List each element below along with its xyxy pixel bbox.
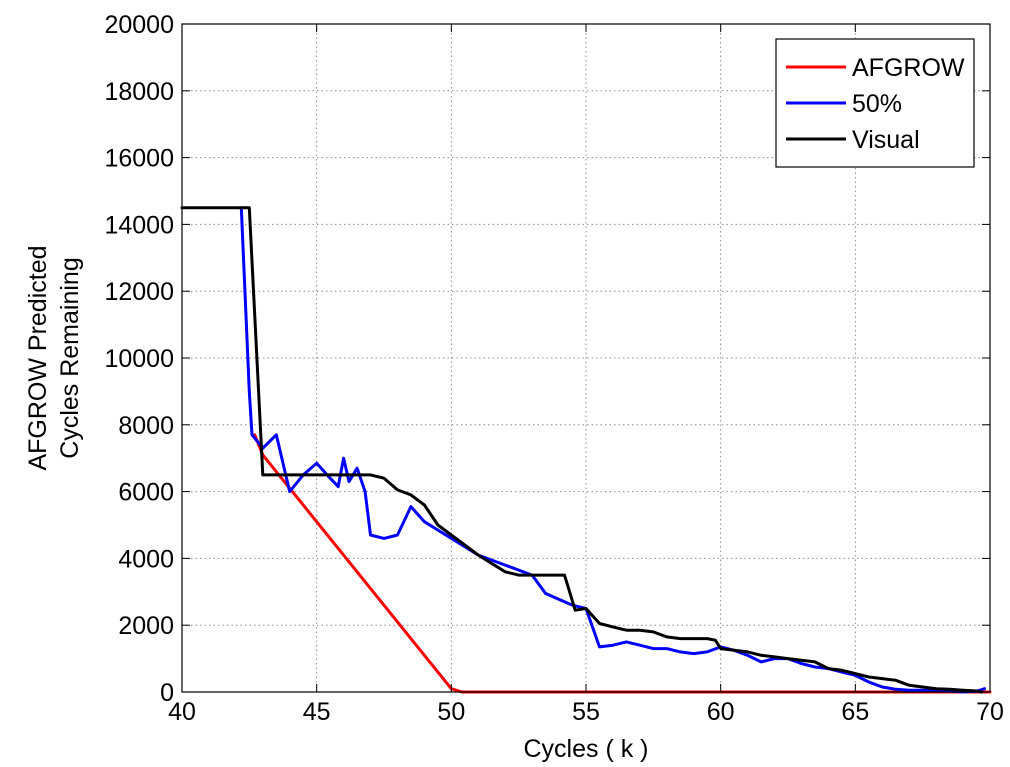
y-axis-title: AFGROW Predicted Cycles Remaining (24, 245, 84, 470)
legend-label-afgrow: AFGROW (852, 54, 965, 82)
x-tick-label: 70 (976, 698, 1004, 726)
legend-label-50: 50% (852, 90, 902, 118)
y-tick-labels: 0 2000 4000 6000 8000 10000 12000 14000 16000 180… (104, 11, 174, 707)
y-tick-label: 14000 (104, 211, 174, 239)
legend-label-visual: Visual (852, 126, 920, 154)
y-tick-label: 6000 (118, 479, 174, 507)
x-tick-label: 50 (437, 698, 465, 726)
x-tick-label: 65 (841, 698, 869, 726)
series-line-visual (180, 206, 984, 694)
y-axis-title-line-1: AFGROW Predicted (24, 245, 52, 470)
x-tick-label: 40 (168, 698, 196, 726)
x-axis-title: Cycles ( k ) (524, 735, 649, 763)
y-tick-label: 4000 (118, 545, 174, 573)
series-line-50 (239, 206, 987, 694)
y-tick-label: 12000 (104, 278, 174, 306)
legend-items: AFGROW 50% Visual (786, 54, 965, 154)
y-axis-title-line-2: Cycles Remaining (56, 257, 84, 458)
y-tick-label: 18000 (104, 78, 174, 106)
x-tick-labels: 40 45 50 55 60 65 70 (168, 698, 1004, 726)
y-tick-label: 2000 (118, 612, 174, 640)
grid-lines (182, 24, 990, 692)
y-tick-label: 0 (160, 679, 174, 707)
x-tick-label: 45 (303, 698, 331, 726)
y-tick-label: 20000 (104, 11, 174, 39)
x-tick-label: 55 (572, 698, 600, 726)
y-tick-label: 16000 (104, 145, 174, 173)
x-tick-label: 60 (707, 698, 735, 726)
axis-ticks (181, 23, 991, 693)
legend: AFGROW 50% Visual (775, 38, 975, 168)
y-tick-label: 8000 (118, 412, 174, 440)
y-tick-label: 10000 (104, 345, 174, 373)
